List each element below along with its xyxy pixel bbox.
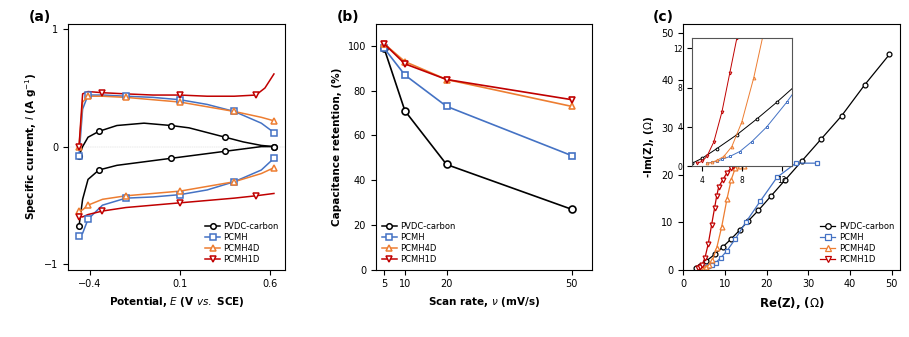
Y-axis label: Capacitance retention, (%): Capacitance retention, (%) xyxy=(332,67,342,226)
Text: (b): (b) xyxy=(336,10,359,24)
Text: (a): (a) xyxy=(29,10,52,24)
X-axis label: Potential, $E$ (V $vs.$ SCE): Potential, $E$ (V $vs.$ SCE) xyxy=(108,295,245,309)
Legend: PVDC-carbon, PCMH, PCMH4D, PCMH1D: PVDC-carbon, PCMH, PCMH4D, PCMH1D xyxy=(819,220,895,266)
Text: (c): (c) xyxy=(653,10,674,24)
Legend: PVDC-carbon, PCMH, PCMH4D, PCMH1D: PVDC-carbon, PCMH, PCMH4D, PCMH1D xyxy=(204,220,281,266)
X-axis label: Re(Z), ($\Omega$): Re(Z), ($\Omega$) xyxy=(759,295,824,311)
Legend: PVDC-carbon, PCMH, PCMH4D, PCMH1D: PVDC-carbon, PCMH, PCMH4D, PCMH1D xyxy=(380,220,457,266)
Y-axis label: -Im(Z), ($\Omega$): -Im(Z), ($\Omega$) xyxy=(642,116,655,178)
Y-axis label: Specific current, $I$ (A g$^{-1}$): Specific current, $I$ (A g$^{-1}$) xyxy=(23,73,39,220)
X-axis label: Scan rate, $\nu$ (mV/s): Scan rate, $\nu$ (mV/s) xyxy=(428,295,540,309)
